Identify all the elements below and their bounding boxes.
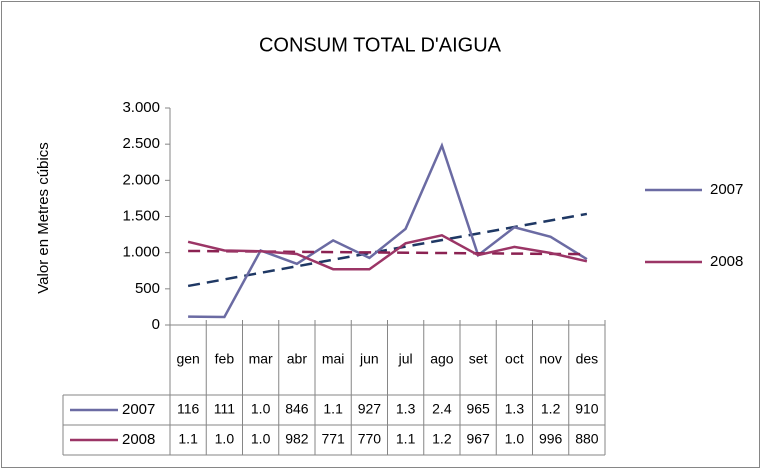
- table-value: 111: [214, 401, 235, 417]
- table-value: 1.0: [251, 401, 271, 417]
- x-tick-label: jul: [398, 351, 413, 367]
- table-value: 1.3: [396, 401, 416, 417]
- table-value: 1.0: [251, 431, 271, 447]
- table-value: 996: [539, 431, 563, 447]
- legend-label: 2007: [710, 181, 743, 198]
- series-line: [187, 233, 588, 271]
- table-value: 116: [177, 401, 200, 417]
- table-value: 770: [358, 431, 382, 447]
- x-tick-label: gen: [176, 351, 199, 367]
- x-tick-label: nov: [539, 351, 562, 367]
- trendline: [187, 212, 588, 288]
- table-value: 1.0: [215, 431, 235, 447]
- y-tick-label: 1.000: [122, 244, 160, 261]
- table-value: 880: [575, 431, 599, 447]
- series-line: [188, 142, 588, 319]
- y-tick-label: 3.000: [122, 99, 160, 116]
- x-tick-label: des: [576, 351, 599, 367]
- table-value: 927: [358, 401, 382, 417]
- y-tick-label: 500: [135, 280, 160, 297]
- legend-label: 2008: [710, 253, 743, 270]
- table-value: 2.4: [432, 401, 452, 417]
- y-tick-label: 1.500: [122, 207, 160, 224]
- table-value: 1.2: [432, 431, 452, 447]
- table-row-label: 2008: [122, 431, 155, 448]
- table-row-label: 2007: [122, 401, 155, 418]
- x-tick-label: ago: [430, 351, 454, 367]
- table-value: 965: [466, 401, 490, 417]
- table-value: 1.1: [323, 401, 343, 417]
- table-value: 1.1: [178, 431, 198, 447]
- table-value: 1.0: [505, 431, 525, 447]
- y-axis-title: Valor en Metres cúbics: [35, 142, 52, 293]
- x-tick-label: set: [469, 351, 488, 367]
- y-tick-label: 0: [152, 316, 160, 333]
- x-tick-label: feb: [215, 351, 235, 367]
- table-value: 1.2: [541, 401, 561, 417]
- table-value: 910: [575, 401, 599, 417]
- x-tick-label: jun: [359, 351, 379, 367]
- y-tick-label: 2.000: [122, 171, 160, 188]
- table-value: 1.3: [505, 401, 525, 417]
- table-value: 846: [285, 401, 309, 417]
- x-tick-label: oct: [505, 351, 524, 367]
- x-tick-label: mai: [322, 351, 345, 367]
- chart-title: CONSUM TOTAL D'AIGUA: [259, 34, 502, 56]
- table-value: 967: [466, 431, 490, 447]
- x-tick-label: abr: [287, 351, 308, 367]
- table-value: 982: [285, 431, 309, 447]
- y-tick-label: 2.500: [122, 135, 160, 152]
- table-value: 1.1: [396, 431, 416, 447]
- table-value: 771: [321, 431, 345, 447]
- x-tick-label: mar: [249, 351, 273, 367]
